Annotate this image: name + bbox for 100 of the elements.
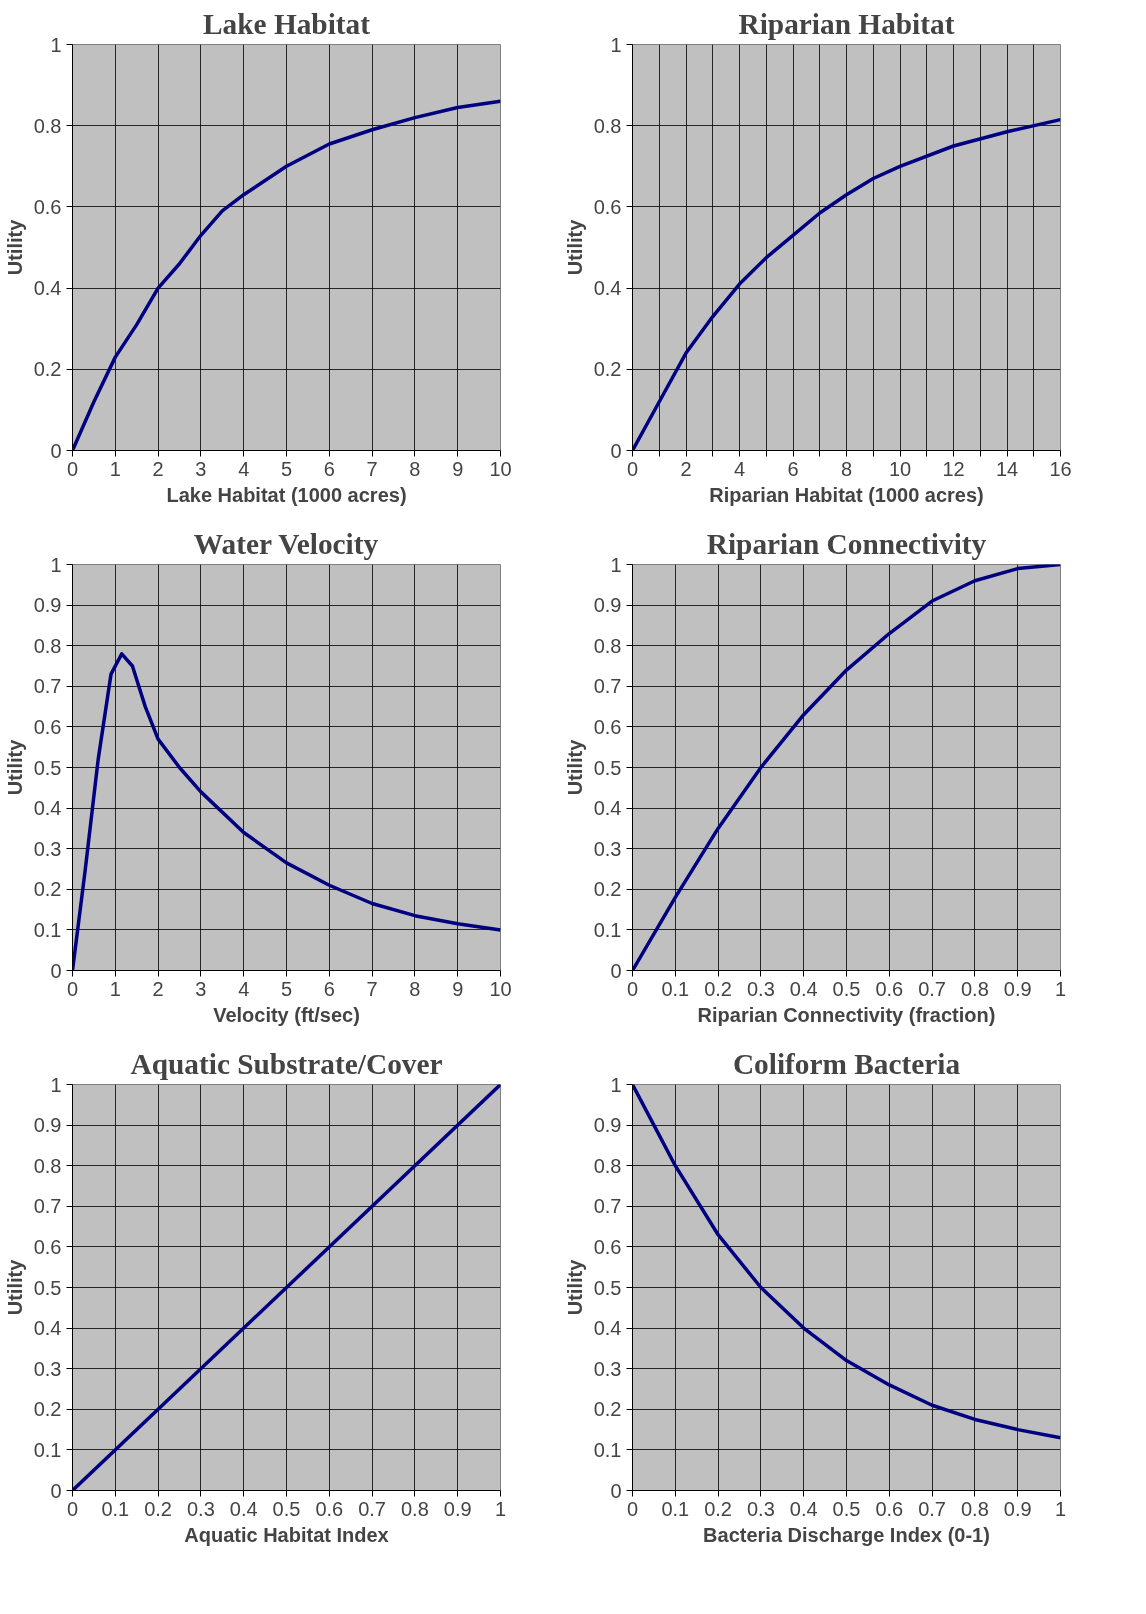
x-tick-label: 0.6: [875, 1497, 904, 1520]
x-tick-label: 4: [238, 457, 250, 480]
x-axis-title: Bacteria Discharge Index (0-1): [703, 1523, 990, 1546]
y-tick-label: 0.3: [593, 837, 622, 860]
x-tick-label: 0.4: [789, 977, 818, 1000]
y-tick-label: 0.2: [593, 1398, 622, 1421]
x-tick-label: 0.3: [747, 1497, 775, 1520]
x-tick-label: 0.5: [832, 977, 861, 1000]
x-tick-label: 0.5: [832, 1497, 861, 1520]
x-axis-title: Velocity (ft/sec): [213, 1003, 360, 1026]
y-tick-label: 1: [610, 1073, 622, 1096]
x-tick-label: 0.8: [961, 1497, 989, 1520]
y-tick-label: 0.6: [33, 715, 62, 738]
x-tick-label: 0: [626, 977, 639, 1000]
y-tick-label: 0.2: [593, 878, 622, 901]
y-tick-label: 0.2: [33, 878, 62, 901]
x-tick-label: 0.1: [661, 1497, 690, 1520]
y-tick-label: 0.7: [33, 1195, 62, 1218]
x-tick-label: 0.6: [315, 1497, 344, 1520]
x-tick-label: 0.7: [358, 1497, 387, 1520]
x-tick-label: 3: [195, 457, 207, 480]
y-tick-label: 0.3: [593, 1357, 622, 1380]
x-tick-label: 6: [787, 457, 799, 480]
x-tick-label: 1: [109, 457, 121, 480]
x-tick-label: 0.3: [747, 977, 775, 1000]
x-tick-label: 2: [152, 977, 164, 1000]
y-tick-label: 0.5: [593, 756, 622, 779]
x-tick-label: 0.2: [704, 1497, 733, 1520]
chart-title: Riparian Habitat: [738, 7, 955, 40]
y-tick-label: 0.3: [33, 837, 62, 860]
x-tick-label: 7: [366, 457, 378, 480]
x-tick-label: 0: [626, 457, 639, 480]
y-tick-label: 0.1: [33, 1438, 62, 1461]
x-tick-label: 16: [1049, 457, 1072, 480]
x-tick-label: 0.7: [918, 977, 947, 1000]
y-tick-label: 0.4: [33, 797, 62, 820]
x-tick-label: 14: [995, 457, 1019, 480]
chart-title: Water Velocity: [193, 527, 379, 560]
y-tick-label: 0.7: [593, 675, 622, 698]
y-tick-label: 1: [50, 33, 62, 56]
x-tick-label: 10: [888, 457, 912, 480]
y-tick-label: 0.9: [593, 594, 622, 617]
x-axis-title: Riparian Connectivity (fraction): [697, 1003, 996, 1026]
x-tick-label: 0.9: [1003, 977, 1032, 1000]
y-tick-label: 0.4: [33, 277, 62, 300]
y-axis-title: Utility: [3, 738, 26, 796]
y-tick-label: 0.7: [593, 1195, 622, 1218]
x-tick-label: 7: [366, 977, 378, 1000]
y-tick-label: 0: [50, 1479, 62, 1502]
x-tick-label: 8: [840, 457, 853, 480]
x-tick-label: 10: [489, 457, 512, 480]
x-tick-label: 8: [409, 977, 421, 1000]
y-tick-label: 0.8: [593, 1154, 622, 1177]
x-tick-label: 0.2: [704, 977, 733, 1000]
x-tick-label: 0.8: [961, 977, 989, 1000]
y-tick-label: 0.5: [33, 756, 62, 779]
x-tick-label: 1: [1054, 1497, 1067, 1520]
x-tick-label: 1: [109, 977, 121, 1000]
y-tick-label: 0: [610, 439, 622, 462]
x-tick-label: 0.1: [101, 1497, 130, 1520]
y-tick-label: 0.6: [593, 1235, 622, 1258]
x-tick-label: 12: [942, 457, 965, 480]
y-tick-label: 0.5: [593, 1276, 622, 1299]
y-axis-title: Utility: [563, 738, 586, 796]
x-tick-label: 5: [280, 457, 293, 480]
y-tick-label: 0.9: [33, 594, 62, 617]
x-tick-label: 2: [680, 457, 692, 480]
y-tick-label: 0: [50, 439, 62, 462]
x-tick-label: 3: [195, 977, 207, 1000]
y-axis-title: Utility: [563, 218, 586, 276]
y-tick-label: 1: [50, 553, 62, 576]
chart-title: Coliform Bacteria: [732, 1047, 961, 1080]
x-tick-label: 0.9: [1003, 1497, 1032, 1520]
x-tick-label: 1: [1054, 977, 1067, 1000]
x-tick-label: 0.6: [875, 977, 904, 1000]
y-tick-label: 0.6: [33, 1235, 62, 1258]
x-tick-label: 9: [452, 457, 464, 480]
y-tick-label: 0.1: [33, 918, 62, 941]
x-tick-label: 4: [733, 457, 746, 480]
y-tick-label: 0.8: [593, 114, 622, 137]
x-tick-label: 5: [280, 977, 293, 1000]
x-tick-label: 0.1: [661, 977, 690, 1000]
x-tick-label: 0: [66, 457, 79, 480]
y-tick-label: 0.9: [593, 1114, 622, 1137]
y-axis-title: Utility: [3, 218, 26, 276]
x-tick-label: 6: [323, 457, 335, 480]
x-tick-label: 8: [409, 457, 421, 480]
y-axis-title: Utility: [3, 1258, 26, 1316]
y-tick-label: 0: [610, 959, 622, 982]
x-tick-label: 0.5: [272, 1497, 301, 1520]
x-tick-label: 0: [626, 1497, 639, 1520]
x-axis-title: Lake Habitat (1000 acres): [166, 483, 407, 506]
y-tick-label: 0.2: [33, 358, 62, 381]
y-tick-label: 0.8: [33, 114, 62, 137]
x-tick-label: 1: [494, 1497, 507, 1520]
y-tick-label: 0.4: [593, 1317, 622, 1340]
x-tick-label: 4: [238, 977, 250, 1000]
x-tick-label: 0.7: [918, 1497, 947, 1520]
x-tick-label: 0.3: [187, 1497, 215, 1520]
x-tick-label: 9: [452, 977, 464, 1000]
